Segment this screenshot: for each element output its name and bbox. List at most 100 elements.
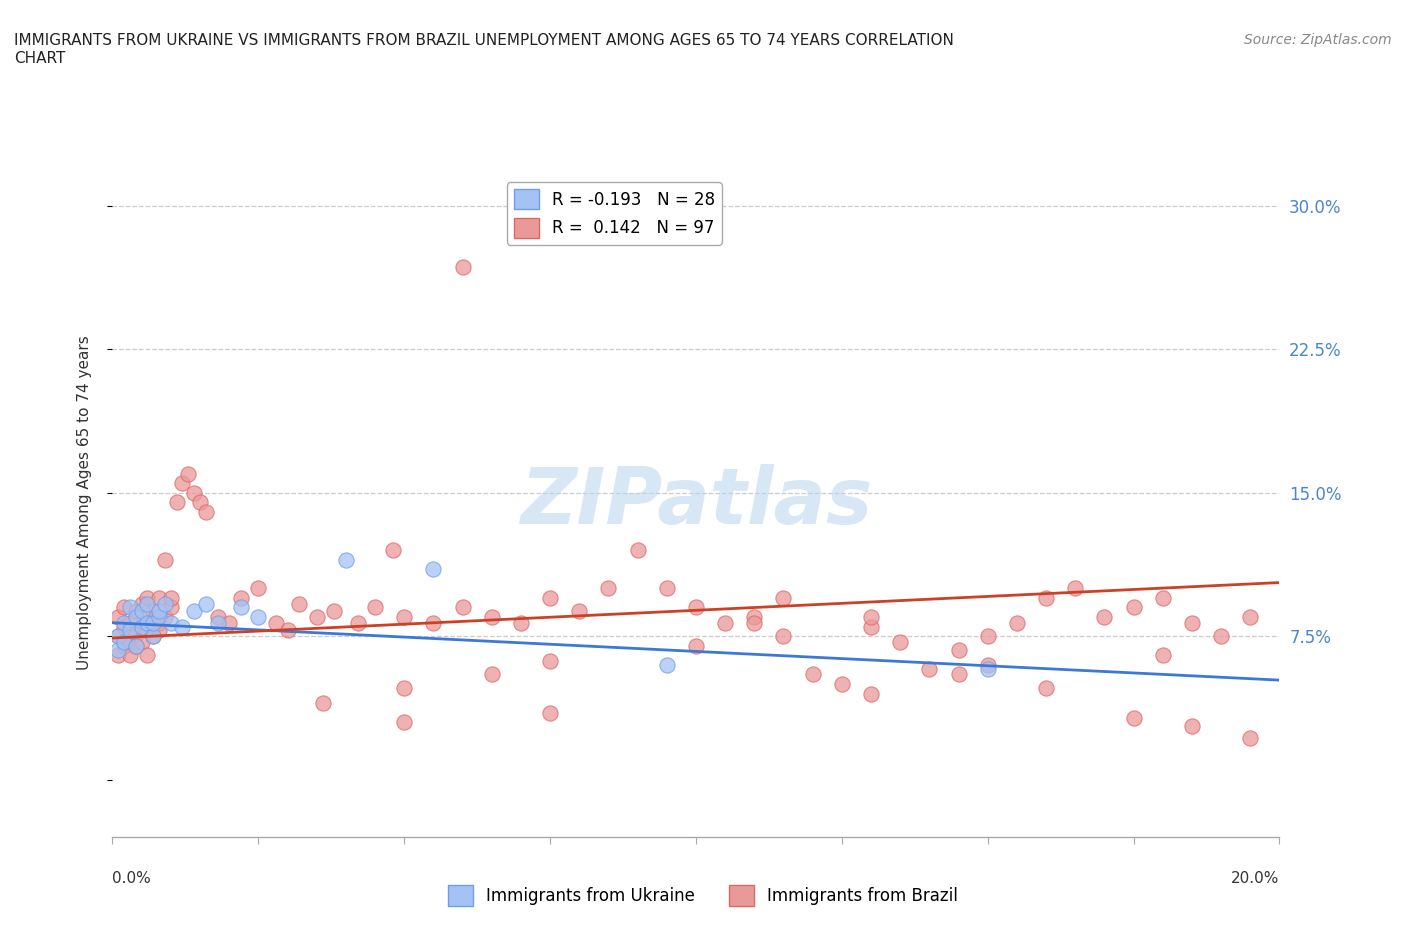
Point — [655, 581, 678, 596]
Point — [160, 616, 183, 631]
Point — [112, 638, 135, 653]
Point — [247, 581, 270, 596]
Point — [125, 638, 148, 653]
Point — [112, 634, 135, 649]
Point — [392, 609, 416, 624]
Point — [276, 623, 298, 638]
Point — [509, 616, 531, 631]
Point — [107, 642, 129, 657]
Point — [188, 495, 211, 510]
Point — [392, 715, 416, 730]
Point — [160, 600, 183, 615]
Y-axis label: Unemployment Among Ages 65 to 74 years: Unemployment Among Ages 65 to 74 years — [77, 335, 91, 670]
Text: CHART: CHART — [14, 51, 66, 66]
Point — [160, 591, 183, 605]
Point — [451, 259, 474, 274]
Point — [153, 609, 176, 624]
Point — [131, 619, 153, 634]
Point — [1209, 629, 1232, 644]
Point — [136, 596, 159, 611]
Point — [131, 596, 153, 611]
Legend: Immigrants from Ukraine, Immigrants from Brazil: Immigrants from Ukraine, Immigrants from… — [441, 879, 965, 912]
Point — [889, 634, 911, 649]
Point — [112, 619, 135, 634]
Point — [177, 466, 200, 481]
Point — [131, 619, 153, 634]
Point — [112, 600, 135, 615]
Point — [1152, 648, 1174, 663]
Point — [1092, 609, 1115, 624]
Point — [153, 552, 176, 567]
Point — [136, 616, 159, 631]
Point — [148, 609, 170, 624]
Point — [194, 596, 217, 611]
Text: ZIPatlas: ZIPatlas — [520, 464, 872, 540]
Text: IMMIGRANTS FROM UKRAINE VS IMMIGRANTS FROM BRAZIL UNEMPLOYMENT AMONG AGES 65 TO : IMMIGRANTS FROM UKRAINE VS IMMIGRANTS FR… — [14, 33, 953, 47]
Point — [538, 591, 561, 605]
Point — [118, 600, 141, 615]
Legend: R = -0.193   N = 28, R =  0.142   N = 97: R = -0.193 N = 28, R = 0.142 N = 97 — [508, 182, 721, 245]
Point — [538, 654, 561, 669]
Point — [247, 609, 270, 624]
Point — [229, 600, 252, 615]
Point — [148, 591, 170, 605]
Text: 20.0%: 20.0% — [1232, 871, 1279, 886]
Point — [131, 604, 153, 618]
Point — [481, 667, 503, 682]
Point — [976, 658, 998, 672]
Point — [1239, 730, 1261, 745]
Point — [172, 619, 194, 634]
Point — [125, 609, 148, 624]
Point — [381, 542, 404, 557]
Point — [305, 609, 328, 624]
Point — [1064, 581, 1087, 596]
Point — [107, 629, 129, 644]
Point — [1181, 616, 1204, 631]
Point — [142, 629, 165, 644]
Point — [422, 562, 444, 577]
Point — [364, 600, 387, 615]
Point — [148, 623, 170, 638]
Point — [976, 661, 998, 676]
Point — [481, 609, 503, 624]
Point — [1152, 591, 1174, 605]
Point — [772, 591, 794, 605]
Point — [1005, 616, 1028, 631]
Point — [207, 609, 229, 624]
Point — [772, 629, 794, 644]
Point — [125, 604, 148, 618]
Point — [335, 552, 357, 567]
Point — [166, 495, 188, 510]
Point — [538, 705, 561, 720]
Point — [1035, 591, 1057, 605]
Point — [229, 591, 252, 605]
Point — [131, 634, 153, 649]
Point — [859, 686, 883, 701]
Point — [148, 604, 170, 618]
Point — [136, 623, 159, 638]
Point — [142, 629, 165, 644]
Point — [323, 604, 346, 618]
Point — [142, 616, 165, 631]
Point — [918, 661, 941, 676]
Point — [125, 627, 148, 642]
Point — [1181, 719, 1204, 734]
Point — [859, 619, 883, 634]
Point — [118, 623, 141, 638]
Point — [194, 504, 217, 519]
Point — [831, 676, 853, 691]
Point — [183, 485, 205, 500]
Point — [112, 616, 135, 631]
Point — [422, 616, 444, 631]
Point — [264, 616, 287, 631]
Point — [742, 616, 765, 631]
Point — [859, 609, 883, 624]
Point — [288, 596, 311, 611]
Point — [172, 475, 194, 490]
Point — [207, 616, 229, 631]
Point — [218, 616, 240, 631]
Point — [142, 604, 165, 618]
Point — [107, 629, 129, 644]
Point — [392, 681, 416, 696]
Point — [118, 616, 141, 631]
